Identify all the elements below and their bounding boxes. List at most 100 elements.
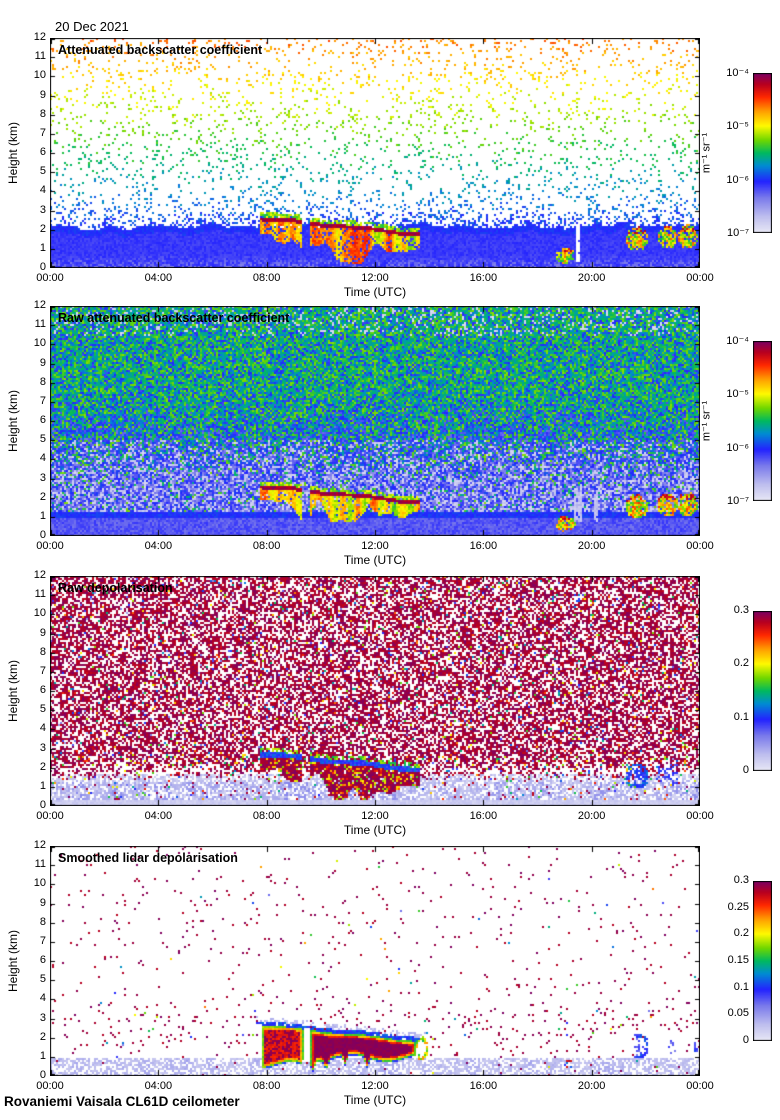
y-tick-label: 10 [33, 337, 46, 350]
y-tick-label: 3 [39, 1011, 46, 1024]
y-tick-label: 2 [39, 1030, 46, 1043]
y-tick-label: 7 [39, 664, 46, 677]
station-label: Rovaniemi Vaisala CL61D ceilometer [4, 1094, 240, 1109]
colorbar-units-label: m⁻¹ sr⁻¹ [700, 132, 713, 174]
y-tick-label: 8 [39, 107, 46, 120]
x-tick-label: 20:00 [577, 1080, 606, 1092]
y-tick-label: 10 [33, 877, 46, 890]
y-axis-label: Height (km) [6, 389, 20, 453]
y-tick-label: 6 [39, 954, 46, 966]
colorbar-tick-label: 10⁻⁷ [726, 227, 749, 239]
y-tick-label: 9 [39, 626, 46, 639]
y-tick-label: 6 [39, 146, 46, 158]
y-tick-label: 1 [39, 509, 46, 522]
panel-title-smoothed-depolarisation: Smoothed lidar depolarisation [58, 851, 238, 865]
colorbar-tick-label: 10⁻⁷ [726, 495, 749, 507]
plot-canvas-smoothed-depolarisation [50, 846, 700, 1076]
y-tick-label: 1 [39, 241, 46, 254]
y-tick-label: 5 [39, 703, 46, 716]
x-tick-label: 00:00 [686, 272, 714, 284]
colorbar-tick-label: 0.2 [733, 657, 749, 670]
x-axis-label: Time (UTC) [343, 823, 407, 837]
y-tick-label: 0 [39, 1069, 46, 1081]
y-tick-label: 12 [33, 839, 46, 851]
colorbar-attenuated-backscatter [753, 73, 772, 233]
plot-canvas-attenuated-backscatter [50, 38, 700, 268]
x-tick-label: 00:00 [36, 1080, 64, 1092]
y-tick-label: 4 [39, 184, 46, 197]
y-tick-label: 12 [33, 31, 46, 43]
y-axis-label: Height (km) [6, 121, 20, 185]
colorbar-tick-label: 0 [742, 1034, 749, 1046]
colorbar-tick-label: 0.15 [727, 954, 749, 966]
x-tick-label: 12:00 [361, 1080, 389, 1092]
date-label: 20 Dec 2021 [55, 19, 129, 34]
x-axis-label: Time (UTC) [343, 285, 407, 299]
y-tick-label: 5 [39, 165, 46, 178]
colorbar-tick-label: 10⁻⁵ [726, 120, 749, 133]
x-axis-label: Time (UTC) [343, 553, 407, 567]
colorbar-tick-label: 0.1 [733, 710, 749, 723]
colorbar-tick-label: 10⁻⁴ [726, 335, 749, 347]
x-axis-label: Time (UTC) [343, 1093, 407, 1107]
y-tick-label: 1 [39, 1049, 46, 1062]
y-tick-label: 3 [39, 471, 46, 484]
y-tick-label: 12 [33, 299, 46, 311]
x-tick-label: 20:00 [577, 272, 606, 284]
x-tick-label: 16:00 [469, 810, 498, 822]
x-tick-label: 20:00 [577, 540, 606, 552]
panel-title-attenuated-backscatter: Attenuated backscatter coefficient [58, 43, 263, 57]
plot-canvas-raw-attenuated-backscatter [50, 306, 700, 536]
x-tick-label: 04:00 [144, 810, 173, 822]
x-tick-label: 04:00 [144, 1080, 173, 1092]
x-tick-label: 16:00 [469, 272, 498, 284]
y-axis-label: Height (km) [6, 659, 20, 723]
x-tick-label: 08:00 [252, 540, 281, 552]
y-tick-label: 4 [39, 992, 46, 1005]
x-tick-label: 16:00 [469, 1080, 498, 1092]
colorbar-tick-label: 10⁻⁴ [726, 67, 749, 79]
y-tick-label: 8 [39, 645, 46, 658]
colorbar-tick-label: 0.3 [733, 604, 749, 616]
colorbar-raw-attenuated-backscatter [753, 341, 772, 501]
y-tick-label: 3 [39, 203, 46, 216]
x-tick-label: 00:00 [36, 272, 64, 284]
colorbar-tick-label: 10⁻⁵ [726, 388, 749, 401]
x-tick-label: 12:00 [361, 540, 389, 552]
y-tick-label: 11 [34, 50, 46, 63]
panel-title-raw-depolarisation: Raw depolarisation [58, 581, 173, 595]
y-tick-label: 2 [39, 490, 46, 503]
y-tick-label: 0 [39, 529, 46, 541]
x-tick-label: 16:00 [469, 540, 498, 552]
colorbar-tick-label: 10⁻⁶ [726, 441, 749, 454]
y-tick-label: 5 [39, 433, 46, 446]
x-tick-label: 08:00 [252, 810, 281, 822]
y-tick-label: 6 [39, 414, 46, 426]
colorbar-units-label: m⁻¹ sr⁻¹ [700, 400, 713, 442]
y-tick-label: 7 [39, 934, 46, 947]
colorbar-smoothed-depolarisation [753, 881, 772, 1041]
y-axis-label: Height (km) [6, 929, 20, 993]
y-tick-label: 2 [39, 222, 46, 235]
y-tick-label: 4 [39, 722, 46, 735]
colorbar-tick-label: 0.25 [727, 900, 749, 913]
y-tick-label: 10 [33, 69, 46, 82]
colorbar-tick-label: 10⁻⁶ [726, 173, 749, 186]
colorbar-tick-label: 0.3 [733, 874, 749, 886]
colorbar-tick-label: 0.1 [733, 980, 749, 993]
colorbar-raw-depolarisation [753, 611, 772, 771]
y-tick-label: 7 [39, 126, 46, 139]
y-tick-label: 9 [39, 896, 46, 909]
y-tick-label: 8 [39, 915, 46, 928]
y-tick-label: 1 [39, 779, 46, 792]
y-tick-label: 11 [34, 318, 46, 331]
y-tick-label: 11 [34, 858, 46, 871]
y-tick-label: 0 [39, 261, 46, 273]
y-tick-label: 9 [39, 88, 46, 101]
y-tick-label: 12 [33, 569, 46, 581]
panel-title-raw-attenuated-backscatter: Raw attenuated backscatter coefficient [58, 311, 290, 325]
y-tick-label: 8 [39, 375, 46, 388]
x-tick-label: 12:00 [361, 272, 389, 284]
